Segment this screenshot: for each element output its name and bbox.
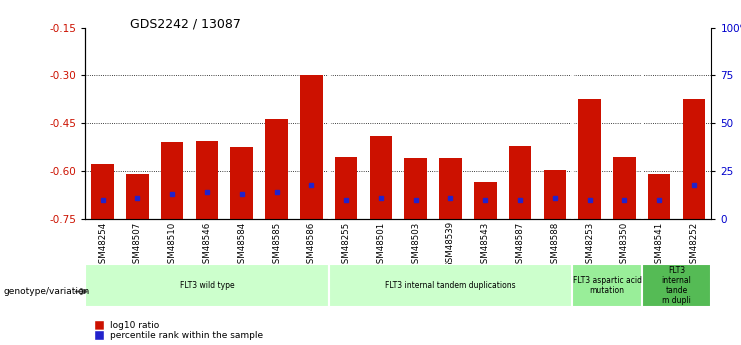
Text: GDS2242 / 13087: GDS2242 / 13087: [130, 17, 241, 30]
Bar: [648, 175, 671, 219]
Text: GSM48255: GSM48255: [342, 221, 350, 268]
Bar: [335, 157, 357, 219]
Bar: [613, 157, 636, 219]
Bar: [578, 99, 601, 219]
Legend: log10 ratio, percentile rank within the sample: log10 ratio, percentile rank within the …: [90, 321, 264, 341]
Bar: [230, 147, 253, 219]
Bar: [196, 141, 219, 219]
Text: genotype/variation: genotype/variation: [4, 287, 90, 296]
Text: GSM48588: GSM48588: [551, 221, 559, 268]
Bar: [91, 164, 114, 219]
Text: GSM48501: GSM48501: [376, 221, 385, 268]
Text: FLT3 aspartic acid
mutation: FLT3 aspartic acid mutation: [573, 276, 642, 295]
Bar: [572, 264, 642, 307]
Bar: [265, 119, 288, 219]
Text: GSM48584: GSM48584: [237, 221, 246, 268]
Text: GSM48585: GSM48585: [272, 221, 281, 268]
Text: GSM48587: GSM48587: [516, 221, 525, 268]
Text: GSM48350: GSM48350: [620, 221, 629, 268]
Text: GSM48541: GSM48541: [655, 221, 664, 268]
Text: GSM48586: GSM48586: [307, 221, 316, 268]
Text: FLT3
internal
tande
m dupli: FLT3 internal tande m dupli: [662, 266, 691, 305]
Text: GSM48507: GSM48507: [133, 221, 142, 268]
Bar: [85, 264, 329, 307]
Bar: [682, 99, 705, 219]
Text: GSM48539: GSM48539: [446, 221, 455, 268]
Bar: [543, 170, 566, 219]
Text: GSM48543: GSM48543: [481, 221, 490, 268]
Bar: [474, 183, 496, 219]
Text: GSM48503: GSM48503: [411, 221, 420, 268]
Text: GSM48252: GSM48252: [689, 221, 699, 268]
Bar: [161, 142, 184, 219]
Text: FLT3 internal tandem duplications: FLT3 internal tandem duplications: [385, 281, 516, 290]
Bar: [329, 264, 572, 307]
Text: GSM48546: GSM48546: [202, 221, 211, 268]
Bar: [642, 264, 711, 307]
Bar: [405, 158, 427, 219]
Text: GSM48254: GSM48254: [98, 221, 107, 268]
Bar: [300, 76, 322, 219]
Text: GSM48510: GSM48510: [167, 221, 176, 268]
Bar: [370, 136, 392, 219]
Text: FLT3 wild type: FLT3 wild type: [179, 281, 234, 290]
Bar: [126, 175, 149, 219]
Bar: [509, 146, 531, 219]
Bar: [439, 158, 462, 219]
Text: GSM48253: GSM48253: [585, 221, 594, 268]
